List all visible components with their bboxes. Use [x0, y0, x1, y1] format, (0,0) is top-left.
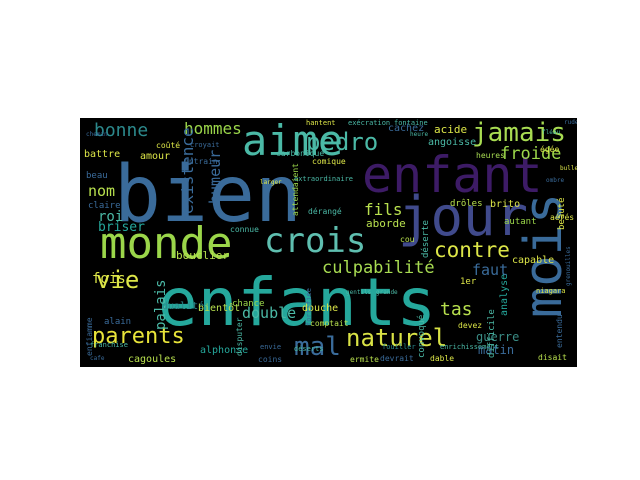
word-claire: claire	[88, 201, 121, 211]
word-larger: larger	[260, 179, 282, 186]
word-dualite: dualité	[162, 301, 205, 312]
word-deserte: déserte	[421, 220, 431, 258]
word-rude: rude	[564, 119, 577, 126]
word-enfants: enfants	[158, 264, 437, 341]
word-entendu: entendu	[555, 314, 564, 348]
word-fois: fois	[92, 271, 126, 287]
word-fontaine: fontaine	[394, 119, 428, 127]
word-deserts: déserts	[294, 345, 324, 353]
word-franchise: franchise	[90, 341, 128, 349]
word-connue: connue	[230, 225, 259, 234]
word-faut: faut	[472, 261, 509, 279]
word-autant: autant	[504, 217, 537, 227]
word-pedro: pedro	[306, 128, 379, 156]
word-bulle: bulle	[560, 165, 577, 172]
word-alain: alain	[104, 317, 132, 327]
word-jour: jour	[398, 185, 529, 248]
word-disait: disait	[538, 353, 567, 362]
word-grenouilles: grenouilles	[565, 246, 572, 286]
word-hommes: hommes	[184, 119, 242, 138]
word-ermite: ermite	[350, 355, 379, 364]
word-heure: heure	[410, 131, 429, 138]
word-comptait: comptait	[310, 319, 349, 328]
word-acide: acide	[434, 123, 468, 136]
word-devez: devez	[458, 321, 483, 330]
word-naturel: naturel	[346, 324, 448, 352]
word-bonne: bonne	[94, 120, 149, 141]
word-entrain: entrain	[184, 157, 218, 166]
word-dable: dable	[430, 354, 455, 363]
word-bouclier: bouclier	[176, 249, 229, 262]
word-crois: crois	[264, 221, 367, 261]
word-cloud-figure: bien enfants enfant monde aime jour mois…	[80, 118, 577, 367]
word-disputer: disputer	[235, 317, 244, 356]
word-aime: aime	[242, 118, 344, 165]
word-beau: beau	[86, 171, 108, 181]
word-brito: brito	[490, 199, 521, 210]
word-cagoules: cagoules	[128, 354, 177, 365]
word-nom: nom	[88, 182, 116, 200]
word-roi: roi	[98, 209, 124, 225]
word-enfant: enfant	[362, 146, 543, 204]
word-egee: égée	[540, 145, 560, 154]
word-battre: battre	[84, 149, 121, 160]
word-briser: briser	[98, 220, 145, 235]
word-aborde: aborde	[366, 217, 406, 230]
word-enfiamme: enfiamme	[85, 317, 94, 356]
word-parents: parents	[92, 324, 185, 349]
word-mal: mal	[294, 332, 341, 362]
word-grande: grande	[376, 289, 398, 296]
word-comique: comique	[312, 157, 346, 166]
word-guerre: guerre	[476, 330, 520, 344]
word-fortifiee: fortifiée	[305, 288, 313, 326]
word-convoque: convoqué	[417, 314, 427, 358]
word-tas: tas	[440, 299, 473, 320]
word-niagara: niagara	[536, 287, 566, 295]
word-angoisse: angoisse	[428, 137, 477, 148]
word-culpabilite: culpabilité	[322, 258, 435, 278]
word-contre: contre	[434, 238, 510, 262]
word-bientot: bientôt	[198, 303, 241, 314]
word-fleau: fléau	[542, 129, 561, 136]
word-hantent: hantent	[306, 119, 336, 127]
word-coute: coûté	[156, 141, 181, 150]
word-croyait: croyait	[190, 141, 220, 149]
word-matin: matin	[478, 343, 515, 357]
word-monde: monde	[100, 218, 233, 269]
word-jamais: jamais	[472, 118, 566, 148]
word-devrait: devrait	[380, 354, 414, 363]
word-derange: dérangé	[308, 207, 342, 216]
word-extraordinaire: extraordinaire	[294, 175, 354, 183]
word-vie: vie	[96, 266, 140, 294]
word-1er: 1er	[460, 277, 477, 287]
word-chemin: chemin	[86, 131, 108, 138]
word-capable: capable	[512, 255, 555, 266]
word-alphonse: alphonse	[200, 345, 249, 356]
word-heures: heures	[476, 151, 505, 160]
word-carbonique: carbonique	[276, 149, 325, 158]
word-attendaient: attendaient	[291, 163, 300, 216]
word-analyse: analyse	[499, 273, 510, 316]
word-execration: exécration	[348, 119, 391, 127]
word-cafe: cafe	[90, 355, 105, 362]
word-cou: cou	[400, 235, 415, 244]
word-gentils: gentils	[346, 289, 372, 296]
word-fouiller: fouiller	[382, 343, 416, 351]
word-droles: drôles	[450, 199, 483, 209]
word-fils: fils	[364, 200, 403, 219]
word-enrichissement: enrichissement	[440, 343, 500, 351]
word-amour: amour	[140, 151, 171, 162]
word-envie: envie	[260, 343, 282, 351]
word-ombre: ombre	[546, 177, 565, 184]
word-double: double	[242, 304, 297, 322]
word-chance: chance	[232, 299, 265, 309]
word-froide: froide	[500, 144, 562, 164]
word-coins: coins	[258, 355, 283, 364]
word-douche: douche	[302, 303, 339, 314]
word-aeres: aérés	[550, 213, 575, 222]
word-cachez: cachez	[388, 123, 425, 134]
word-bien: bien	[114, 150, 302, 240]
